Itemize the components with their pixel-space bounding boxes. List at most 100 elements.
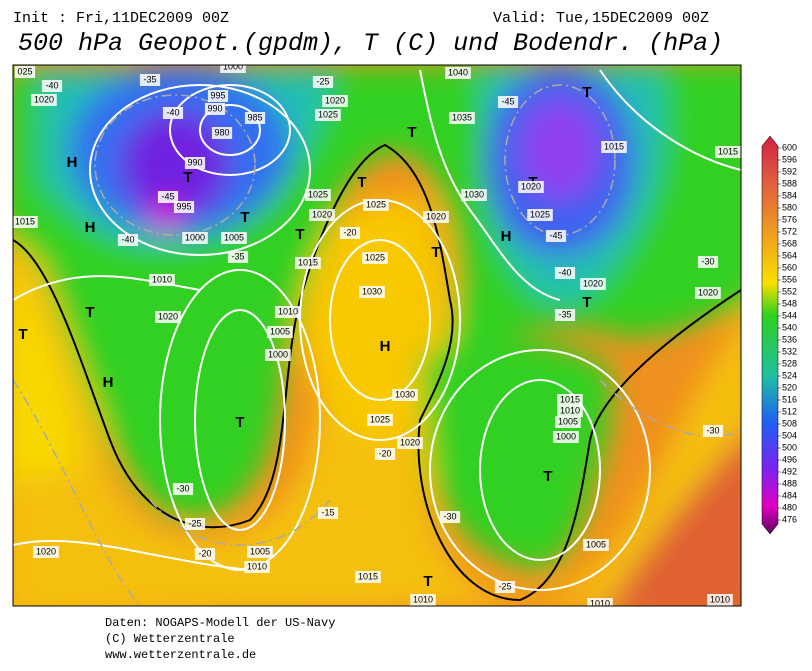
pressure-center: T [18, 326, 27, 343]
colorbar-label: 568 [782, 238, 797, 248]
label-box [267, 326, 293, 338]
label-box [315, 109, 341, 121]
map-title: 500 hPa Geopot.(gpdm), T (C) und Bodendr… [18, 29, 723, 58]
isobar-label: 1025 [308, 189, 328, 199]
isobar-label: 1010 [710, 594, 730, 604]
pressure-center: H [103, 374, 114, 391]
label-box [580, 278, 606, 290]
label-box [207, 90, 229, 102]
label-box [374, 448, 396, 460]
footer-line: www.wetterzentrale.de [105, 648, 256, 662]
footer-line: Daten: NOGAPS-Modell der US-Navy [105, 616, 335, 630]
colorbar-label: 556 [782, 274, 797, 284]
colorbar-label: 584 [782, 190, 797, 200]
pressure-center: T [295, 226, 304, 243]
pressure-center: T [543, 468, 552, 485]
label-box [545, 230, 567, 242]
label-box [173, 201, 195, 213]
colorbar-label: 564 [782, 250, 797, 260]
isobar-label: 980 [214, 127, 229, 137]
colorbar-label: 488 [782, 478, 797, 488]
colorbar-label: 536 [782, 334, 797, 344]
isobar-label: 1005 [250, 546, 270, 556]
label-box [555, 416, 581, 428]
label-box [305, 189, 331, 201]
isobar-label: 1010 [278, 306, 298, 316]
label-box [244, 561, 270, 573]
colorbar-label: 548 [782, 298, 797, 308]
isotherm-label: -15 [321, 507, 334, 517]
label-box [221, 232, 247, 244]
label-box [162, 107, 184, 119]
isobar-label: 1010 [590, 598, 610, 608]
label-box [423, 211, 449, 223]
isotherm-label: -45 [549, 230, 562, 240]
isobar-label: 1025 [370, 414, 390, 424]
label-box [247, 546, 273, 558]
colorbar: 600 596 592 588 584 580 576 572 568 564 560 556 552 5… [761, 135, 797, 535]
colorbar-label: 600 [782, 142, 797, 152]
label-box [518, 181, 544, 193]
label-box [194, 548, 216, 560]
colorbar-label: 476 [782, 514, 797, 524]
colorbar-label: 576 [782, 214, 797, 224]
isobar-label: 1020 [312, 209, 332, 219]
isobar-label: 1000 [223, 61, 243, 71]
isotherm-label: -40 [558, 267, 571, 277]
isobar-label: 1020 [521, 181, 541, 191]
colorbar-label: 524 [782, 370, 797, 380]
pressure-center: T [407, 124, 416, 141]
label-box [554, 267, 576, 279]
label-box [707, 594, 733, 606]
label-box [697, 256, 719, 268]
pressure-center: T [582, 294, 591, 311]
isobar-label: 1025 [366, 199, 386, 209]
isobar-label: 995 [176, 201, 191, 211]
label-box [461, 189, 487, 201]
isobar-label: 1020 [400, 437, 420, 447]
label-box [583, 539, 609, 551]
label-box [211, 127, 233, 139]
isobar-label: 1020 [426, 211, 446, 221]
isobar-label: 990 [187, 157, 202, 167]
isobar-label: 1030 [362, 286, 382, 296]
colorbar-label: 580 [782, 202, 797, 212]
label-box [557, 394, 583, 406]
isobar-label: 1015 [604, 141, 624, 151]
label-box [587, 598, 613, 606]
pressure-center: T [240, 209, 249, 226]
map-labels: HHHHHTTTTTTTTTTTTTT025102010151010102010… [13, 61, 741, 608]
label-box [497, 96, 519, 108]
pressure-center: T [235, 414, 244, 431]
isobar-label: 1005 [558, 416, 578, 426]
label-box [449, 112, 475, 124]
isotherm-label: -30 [176, 483, 189, 493]
pressure-center: T [431, 244, 440, 261]
isobar-label: 1015 [15, 216, 35, 226]
isobar-label: 985 [247, 112, 262, 122]
label-box [139, 74, 161, 86]
colorbar-label: 480 [782, 502, 797, 512]
isotherm-label: -30 [443, 511, 456, 521]
label-box [155, 311, 181, 323]
colorbar-label: 572 [782, 226, 797, 236]
isobar-label: 1030 [464, 189, 484, 199]
colorbar-label: 516 [782, 394, 797, 404]
pressure-center: T [183, 169, 192, 186]
colorbar-label: 504 [782, 430, 797, 440]
colorbar-label: 528 [782, 358, 797, 368]
colorbar-label: 560 [782, 262, 797, 272]
isotherm-label: -20 [198, 548, 211, 558]
label-box [397, 437, 423, 449]
isobar-label: 1005 [270, 326, 290, 336]
isobar-label: 1025 [318, 109, 338, 119]
label-box [494, 581, 516, 593]
isotherm-label: -45 [501, 96, 514, 106]
label-box [157, 191, 179, 203]
contour-552 [13, 143, 741, 602]
pressure-center: T [357, 174, 366, 191]
colorbar-ticks: 600 596 592 588 584 580 576 572 568 564 560 556 552 5… [778, 142, 797, 524]
colorbar-label: 496 [782, 454, 797, 464]
isotherm-label: -25 [188, 518, 201, 528]
